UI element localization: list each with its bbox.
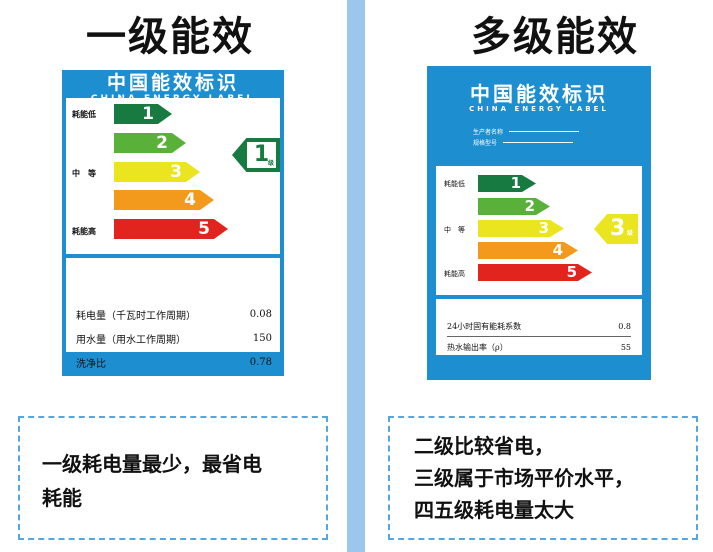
table-cell-value: 0.08 <box>249 308 272 320</box>
grade-arrow-3: 3 <box>114 162 200 182</box>
grade-scale: 耗能低 中 等 耗能高 1 2 3 4 5 1 级 <box>66 98 280 258</box>
table-cell-name: 洗净比 <box>76 358 106 370</box>
table-cell-value: 150 <box>252 332 272 344</box>
scale-label-mid: 中 等 <box>72 168 96 178</box>
grade-arrow-3: 3 <box>478 220 564 237</box>
table-cell-name: 耗电量（千瓦时工作周期） <box>76 310 196 322</box>
grade-arrow-4: 4 <box>114 190 214 210</box>
table-row: 24小时固有能耗系数 0.8 <box>447 316 631 337</box>
heading-right: 多级能效 <box>471 14 639 60</box>
grade-arrow-2: 2 <box>114 133 186 153</box>
table-cell-value: 55 <box>620 343 631 352</box>
label-subtitle: CHINA ENERGY LABEL <box>469 105 609 113</box>
caption-line: 四五级耗电量太大 <box>414 498 574 522</box>
table-cell-name: 用水量（用水工作周期） <box>76 334 186 346</box>
spec-table: 24小时固有能耗系数 0.8 热水输出率（ρ） 55 <box>447 316 631 358</box>
info-row-producer: 生产者名称 <box>473 126 580 137</box>
heading-left: 一级能效 <box>86 14 254 60</box>
info-row-model: 规格型号 <box>473 137 579 148</box>
caption-right: 二级比较省电， 三级属于市场平价水平， 四五级耗电量太大 <box>388 416 698 540</box>
table-row: 热水输出率（ρ） 55 <box>447 337 631 358</box>
table-cell-name: 24小时固有能耗系数 <box>447 321 522 331</box>
grade-badge: 1 级 <box>232 138 280 172</box>
caption-left: 一级耗电量最少，最省电 耗能 <box>18 416 328 540</box>
scale-label-high: 耗能高 <box>444 270 465 278</box>
grade-arrow-4: 4 <box>478 242 578 259</box>
info-label: 规格型号 <box>473 140 498 147</box>
producer-info: 生产者名称 规格型号 <box>473 126 580 148</box>
label-body: 耗能低 中 等 耗能高 1 2 3 4 5 3 级 <box>436 166 642 355</box>
spec-table: 耗电量（千瓦时工作周期） 0.08 用水量（用水工作周期） 150 洗净比 0.… <box>76 302 272 374</box>
grade-badge: 3 级 <box>594 214 638 244</box>
grade-arrow-5: 5 <box>478 264 592 281</box>
table-row: 用水量（用水工作周期） 150 <box>76 326 272 350</box>
grade-arrow-2: 2 <box>478 198 550 215</box>
table-cell-name: 热水输出率（ρ） <box>447 343 508 352</box>
info-blank-line <box>503 142 574 143</box>
scale-label-low: 耗能低 <box>444 180 465 188</box>
table-cell-value: 0.8 <box>618 321 631 331</box>
energy-label-grade1: 中国能效标识 CHINA ENERGY LABEL 耗能低 中 等 耗能高 1 … <box>62 70 284 376</box>
label-body: 耗能低 中 等 耗能高 1 2 3 4 5 1 级 <box>66 98 280 352</box>
caption-line: 一级耗电量最少，最省电 <box>42 452 262 476</box>
badge-value: 3 <box>610 216 626 241</box>
badge-unit: 级 <box>267 160 274 167</box>
grade-arrow-5: 5 <box>114 219 228 239</box>
energy-label-grade3: 中国能效标识 CHINA ENERGY LABEL 生产者名称 规格型号 耗能低… <box>427 66 651 380</box>
table-cell-value: 0.78 <box>249 356 272 368</box>
caption-line: 三级属于市场平价水平， <box>414 466 634 490</box>
scale-label-high: 耗能高 <box>72 226 96 236</box>
info-blank-line <box>509 131 580 132</box>
label-header: 中国能效标识 CHINA ENERGY LABEL <box>427 66 651 113</box>
scale-label-low: 耗能低 <box>72 109 96 119</box>
center-divider <box>347 0 365 552</box>
badge-unit: 级 <box>626 230 633 237</box>
label-title: 中国能效标识 <box>470 82 608 106</box>
table-row: 洗净比 0.78 <box>76 350 272 374</box>
grade-scale: 耗能低 中 等 耗能高 1 2 3 4 5 3 级 <box>436 166 642 299</box>
label-title: 中国能效标识 <box>106 72 239 94</box>
badge-value: 1 <box>247 142 276 168</box>
info-label: 生产者名称 <box>473 129 504 136</box>
table-row: 耗电量（千瓦时工作周期） 0.08 <box>76 302 272 326</box>
caption-line: 耗能 <box>42 486 82 510</box>
caption-line: 二级比较省电， <box>414 434 554 458</box>
grade-arrow-1: 1 <box>478 175 536 192</box>
grade-arrow-1: 1 <box>114 104 172 124</box>
scale-label-mid: 中 等 <box>444 226 465 234</box>
